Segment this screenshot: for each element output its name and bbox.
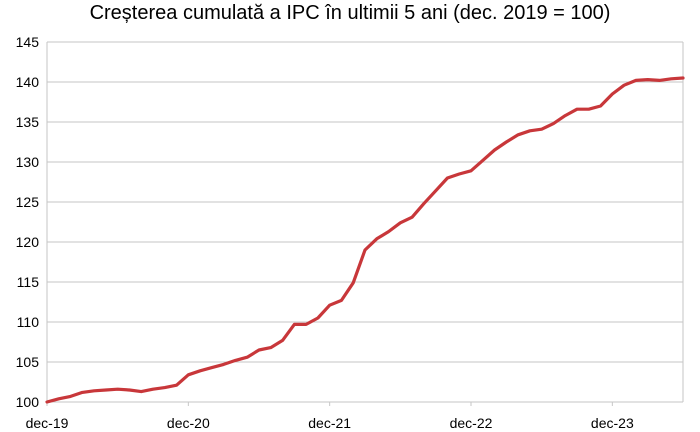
data-point — [364, 249, 367, 252]
data-point — [187, 373, 190, 376]
y-tick-label: 130 — [16, 154, 40, 170]
data-point — [128, 389, 131, 392]
y-tick-label: 115 — [17, 274, 40, 290]
y-tick-label: 105 — [16, 354, 40, 370]
data-point — [481, 159, 484, 162]
data-point — [564, 114, 567, 117]
y-tick-label: 120 — [16, 234, 40, 250]
data-point — [93, 389, 96, 392]
x-tick-label: dec-21 — [308, 415, 351, 431]
data-point — [411, 216, 414, 219]
data-point — [458, 173, 461, 176]
data-point — [587, 108, 590, 111]
data-point — [116, 388, 119, 391]
y-tick-label: 125 — [16, 194, 40, 210]
chart-title: Creșterea cumulată a IPC în ultimii 5 an… — [89, 2, 611, 24]
data-point — [552, 122, 555, 125]
data-point — [658, 79, 661, 82]
data-point — [470, 169, 473, 172]
data-point — [210, 366, 213, 369]
y-tick-label: 100 — [16, 394, 40, 410]
data-point — [69, 395, 72, 398]
data-point — [528, 129, 531, 132]
data-point — [599, 105, 602, 108]
data-point — [505, 141, 508, 144]
data-point — [152, 388, 155, 391]
data-point — [316, 317, 319, 320]
data-point — [517, 133, 520, 136]
data-point — [375, 237, 378, 240]
data-point — [493, 149, 496, 152]
data-point — [422, 202, 425, 205]
y-tick-label: 110 — [17, 314, 40, 330]
data-point — [399, 221, 402, 224]
data-point — [387, 230, 390, 233]
data-point — [222, 363, 225, 366]
y-tick-label: 140 — [16, 74, 40, 90]
y-tick-label: 145 — [16, 34, 40, 50]
data-point — [352, 281, 355, 284]
x-tick-label: dec-20 — [167, 415, 210, 431]
data-point — [281, 339, 284, 342]
data-point — [576, 108, 579, 111]
data-point — [104, 389, 107, 392]
data-point — [634, 79, 637, 82]
y-tick-label: 135 — [16, 114, 40, 130]
data-point — [234, 359, 237, 362]
data-point — [81, 391, 84, 394]
data-point — [175, 384, 178, 387]
data-point — [446, 177, 449, 180]
data-point — [540, 128, 543, 131]
data-point — [328, 304, 331, 307]
series-line — [45, 76, 685, 404]
data-point — [46, 401, 49, 404]
data-point — [140, 390, 143, 393]
data-point — [682, 77, 685, 80]
x-tick-label: dec-19 — [26, 415, 69, 431]
data-point — [623, 84, 626, 87]
data-point — [258, 349, 261, 352]
data-point — [340, 299, 343, 302]
data-point — [434, 189, 437, 192]
data-point — [646, 78, 649, 81]
data-point — [670, 77, 673, 80]
data-point — [269, 346, 272, 349]
x-tick-label: dec-22 — [450, 415, 493, 431]
x-tick-label: dec-23 — [591, 415, 634, 431]
data-point — [305, 323, 308, 326]
data-point — [163, 386, 166, 389]
data-point — [611, 93, 614, 96]
data-point — [293, 323, 296, 326]
data-point — [57, 397, 60, 400]
data-point — [199, 369, 202, 372]
data-point — [246, 356, 249, 359]
